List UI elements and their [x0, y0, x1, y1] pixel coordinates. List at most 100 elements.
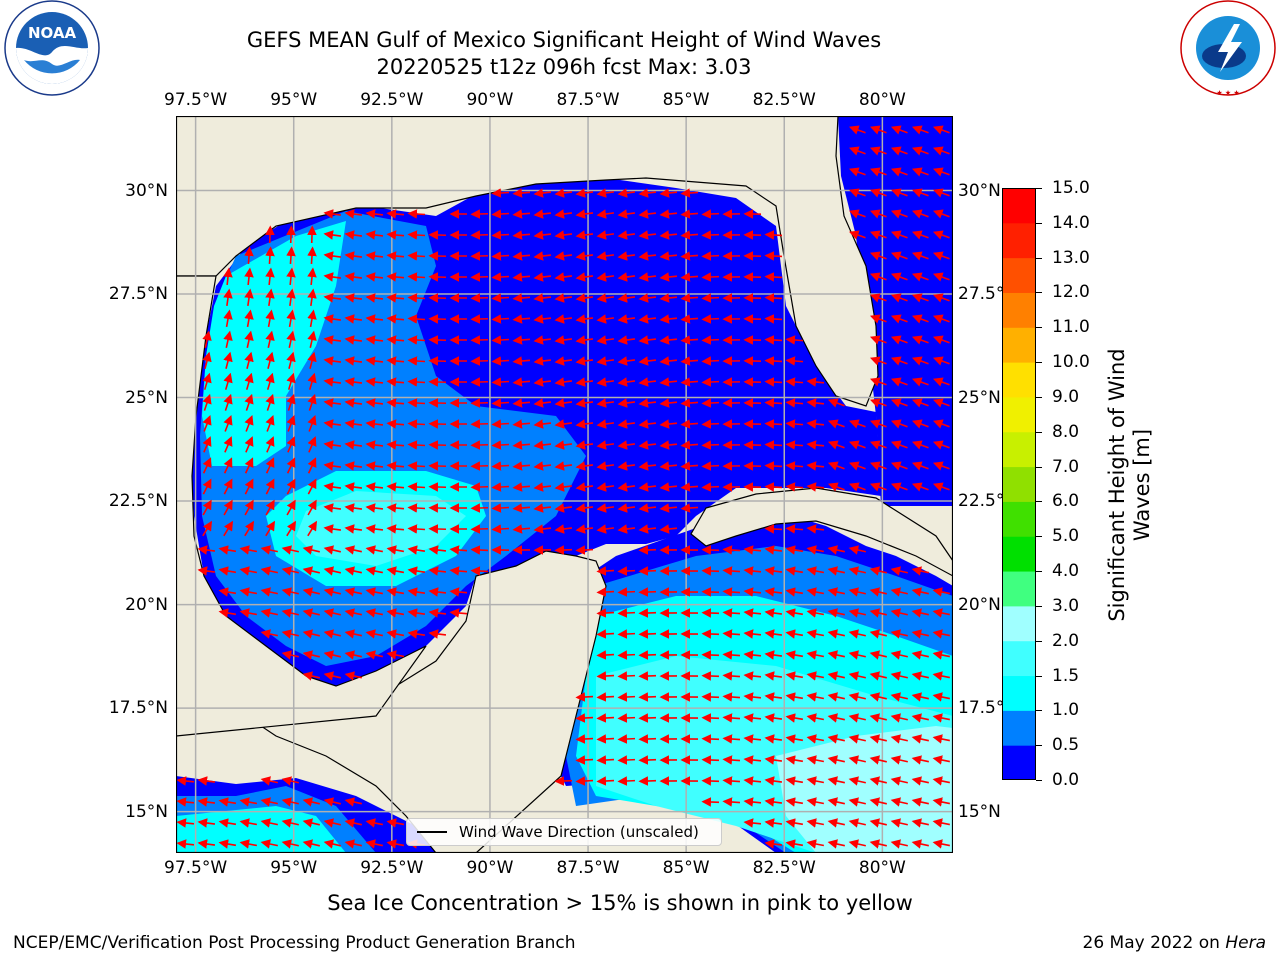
- wave-arrow: [722, 713, 741, 723]
- nws-logo: ★ ★ ★: [1180, 0, 1276, 97]
- lat-tick-label-left: 30°N: [125, 180, 168, 201]
- wave-arrow: [932, 377, 950, 387]
- colorbar-segment: [1002, 188, 1036, 224]
- wave-arrow: [554, 461, 573, 471]
- wave-arrow: [764, 251, 783, 261]
- wave-arrow: [307, 372, 317, 390]
- wave-arrow: [575, 734, 594, 744]
- wave-arrow: [491, 503, 510, 513]
- wave-arrow: [244, 309, 254, 328]
- wave-arrow: [307, 499, 317, 516]
- wave-arrow: [806, 629, 825, 639]
- colorbar-segment: [1002, 362, 1036, 398]
- wave-arrow: [638, 503, 657, 513]
- wave-arrow: [680, 419, 699, 429]
- wave-arrow: [911, 209, 929, 219]
- wave-arrow: [911, 356, 929, 366]
- wave-arrow: [617, 524, 636, 534]
- wave-arrow: [827, 671, 845, 681]
- wave-arrow: [218, 566, 237, 576]
- wave-arrow: [323, 377, 342, 387]
- wave-arrow: [890, 650, 908, 660]
- wave-arrow: [764, 566, 783, 576]
- wave-arrow: [764, 356, 783, 366]
- wave-arrow: [806, 440, 825, 450]
- wave-arrow: [806, 734, 825, 744]
- wave-arrow: [344, 650, 362, 660]
- lon-tick-label: 90°W: [466, 858, 514, 878]
- wave-arrow: [512, 524, 531, 534]
- wave-arrow: [827, 734, 845, 744]
- wave-arrow: [701, 356, 720, 366]
- wave-arrow: [323, 650, 341, 660]
- wave-arrow: [575, 335, 594, 345]
- wave-arrow: [244, 288, 254, 307]
- wave-arrow: [701, 209, 720, 219]
- wave-arrow: [806, 461, 825, 471]
- wave-arrow: [512, 209, 531, 219]
- map-frame: [176, 116, 953, 853]
- wave-arrow: [407, 482, 426, 492]
- lat-tick-label-left: 20°N: [125, 594, 168, 615]
- wave-arrow: [244, 478, 254, 495]
- wave-arrow: [743, 818, 762, 828]
- wave-arrow: [323, 230, 342, 240]
- wave-arrow: [848, 713, 866, 723]
- lat-tick-label-right: 20°N: [958, 594, 1001, 615]
- wave-arrow: [176, 839, 195, 849]
- wave-arrow: [932, 293, 950, 303]
- wave-arrow: [701, 251, 720, 261]
- wave-arrow: [848, 545, 866, 555]
- wave-arrow: [239, 797, 258, 807]
- wave-arrow: [743, 713, 762, 723]
- colorbar-tick-mark: [1036, 292, 1042, 294]
- colorbar-segment: [1002, 396, 1036, 433]
- wave-arrow: [869, 587, 887, 597]
- wave-arrow: [806, 419, 825, 429]
- wave-arrow: [596, 335, 615, 345]
- wave-arrow: [680, 461, 699, 471]
- wave-arrow: [722, 650, 741, 660]
- wave-arrow: [365, 209, 384, 219]
- wave-arrow: [596, 419, 615, 429]
- wave-arrow: [638, 419, 657, 429]
- wave-arrow: [806, 755, 825, 765]
- wave-arrow: [575, 524, 594, 534]
- wave-arrow: [617, 713, 636, 723]
- wave-arrow: [323, 209, 342, 219]
- lat-tick-label-right: 15°N: [958, 801, 1001, 822]
- wave-arrow: [512, 503, 531, 513]
- wave-arrow: [911, 230, 929, 240]
- colorbar-segment: [1002, 257, 1036, 293]
- wave-arrow: [848, 587, 866, 597]
- wave-arrow: [491, 440, 510, 450]
- wave-arrow: [911, 671, 929, 681]
- wave-arrow: [265, 415, 275, 432]
- wave-arrow: [848, 440, 866, 450]
- wave-arrow: [575, 251, 594, 261]
- wave-arrow: [764, 440, 783, 450]
- wave-arrow: [680, 209, 699, 219]
- wave-arrow: [701, 713, 720, 723]
- wave-arrow: [323, 587, 341, 597]
- wave-arrow: [344, 440, 363, 450]
- wave-arrow: [223, 499, 233, 516]
- wave-arrow: [911, 188, 929, 198]
- wave-arrow: [659, 503, 678, 513]
- wave-arrow: [764, 293, 783, 303]
- wave-arrow: [848, 734, 866, 744]
- wave-arrow: [323, 272, 342, 282]
- wave-arrow: [265, 351, 275, 369]
- wave-arrow: [386, 608, 405, 618]
- wave-arrow: [680, 482, 699, 492]
- wave-arrow: [932, 146, 950, 156]
- wave-arrow: [932, 356, 950, 366]
- colorbar-segment: [1002, 466, 1036, 502]
- wave-arrow: [407, 335, 426, 345]
- wave-arrow: [617, 482, 636, 492]
- wave-arrow: [785, 776, 804, 786]
- wave-arrow: [869, 734, 887, 744]
- wave-arrow: [680, 272, 699, 282]
- wave-arrow: [533, 503, 552, 513]
- wave-arrow: [827, 650, 845, 660]
